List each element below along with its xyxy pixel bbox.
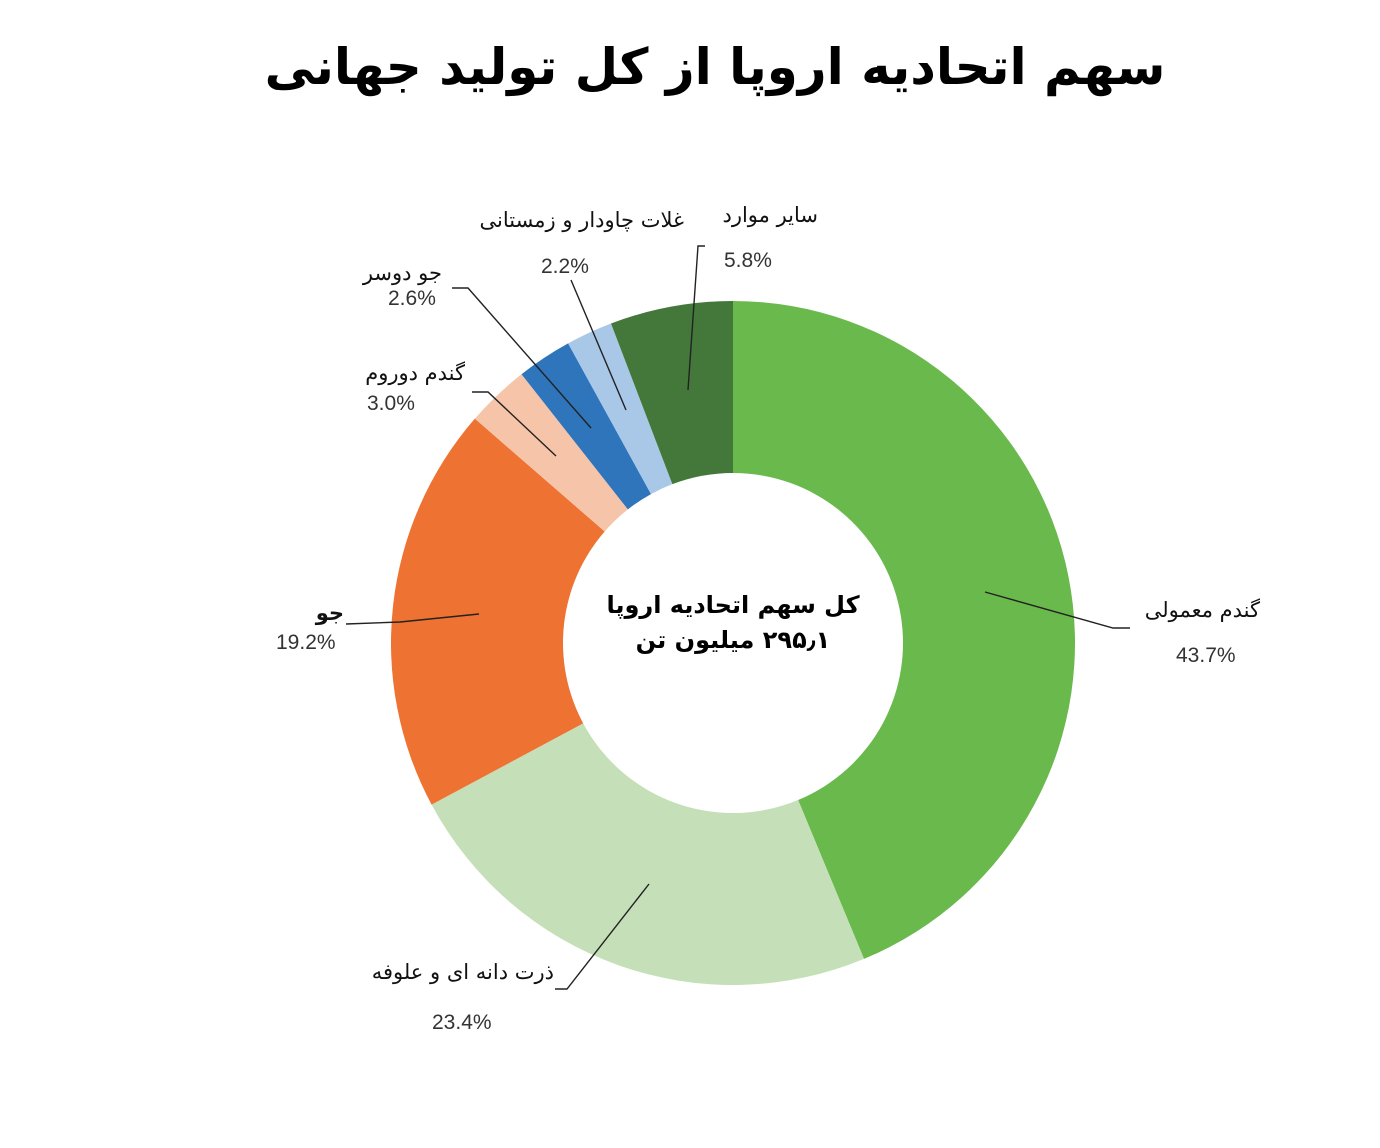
label-durum-wheat: گندم دوروم (365, 361, 465, 385)
pct-durum-wheat: 3.0% (367, 392, 415, 415)
label-barley: جو (315, 601, 344, 625)
label-rye-winter: غلات چاودار و زمستانی (479, 208, 684, 232)
pct-common-wheat: 43.7% (1176, 644, 1236, 667)
pct-barley: 19.2% (276, 631, 336, 654)
pct-other: 5.8% (724, 249, 772, 272)
slice-corn (431, 723, 865, 986)
leader-common-wheat (984, 591, 1130, 629)
pct-corn: 23.4% (432, 1011, 492, 1034)
leader-corn (555, 883, 650, 990)
label-two-row-barley: جو دوسر (362, 261, 442, 285)
label-common-wheat: گندم معمولی (1144, 598, 1260, 622)
leader-barley (345, 613, 480, 625)
donut-center-label: کل سهم اتحادیه اروپا ۲۹۵٫۱ میلیون تن (583, 588, 883, 658)
leader-rye-winter (570, 279, 627, 411)
center-label-line1: کل سهم اتحادیه اروپا (606, 591, 860, 619)
leader-durum-wheat (472, 391, 557, 457)
slice-common-wheat (733, 301, 1076, 959)
leader-two-row-barley (452, 287, 592, 429)
slice-barley (390, 418, 605, 805)
label-other: سایر موارد (722, 203, 818, 227)
slice-other (610, 301, 733, 485)
pct-rye-winter: 2.2% (541, 255, 589, 278)
label-corn: ذرت دانه ای و علوفه (371, 960, 554, 984)
center-label-line2: ۲۹۵٫۱ میلیون تن (635, 625, 831, 654)
leader-other (687, 245, 705, 391)
slice-durum-wheat (474, 374, 628, 532)
chart-title: سهم اتحادیه اروپا از کل تولید جهانی (264, 38, 1166, 96)
slice-rye-winter (568, 323, 673, 495)
pct-two-row-barley: 2.6% (388, 287, 436, 310)
